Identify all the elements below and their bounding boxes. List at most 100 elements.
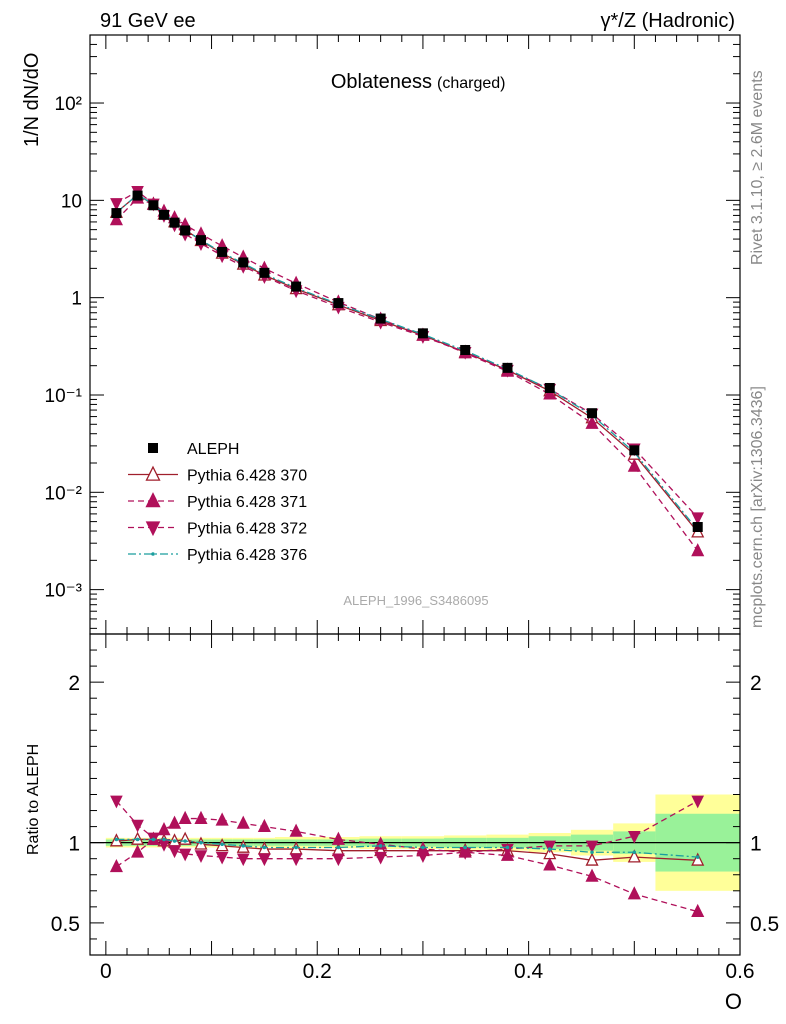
ratio-series-2-point: [178, 848, 192, 862]
main-series-0-point: [111, 208, 122, 219]
main-subtitle: (charged): [437, 75, 505, 92]
ratio-series-3-point: [172, 839, 177, 843]
ratio-plot-panel: 0.5 0.5 1 1 2 2 0 0.2 0.4 0.6 Ratio to ALEPH O: [25, 633, 779, 1014]
ratio-series-3-point: [632, 850, 637, 855]
legend-label: Pythia 6.428 376: [187, 547, 307, 564]
main-series-4-line: [116, 194, 699, 531]
ratio-series-3-point: [421, 845, 425, 850]
ratio-series-3-point: [547, 847, 552, 851]
ratio-series-1-point: [691, 903, 705, 918]
ratio-series-1-point: [131, 844, 145, 858]
ratio-series-2-point: [289, 853, 303, 867]
main-series-0-point: [158, 209, 169, 220]
main-series-0-point: [148, 200, 159, 211]
main-series-3-point: [691, 512, 705, 526]
ratio-series-2-point: [628, 830, 641, 844]
legend: ALEPH Pythia 6.428 370 Pythia 6.428 371 Pyt…: [128, 441, 307, 564]
main-series-0-point: [460, 344, 471, 355]
ratio-series-2-point: [236, 853, 250, 867]
main-series-0-point: [238, 257, 249, 268]
main-y-tick-label: 10: [61, 191, 82, 212]
ratio-series-3-point: [505, 845, 510, 850]
legend-marker: [145, 465, 161, 481]
ratio-series-2-point: [131, 819, 144, 833]
main-series-0-point: [180, 225, 191, 236]
main-plot-panel: Oblateness (charged) 1/N dN/dO ALEPH_199…: [21, 34, 741, 635]
ratio-series-1-point: [627, 886, 641, 900]
main-y-tick-label: 10⁻³: [45, 581, 83, 602]
ratio-series-3-point: [135, 837, 140, 842]
rivet-version-label: Rivet 3.1.10, ≥ 2.6M events: [749, 70, 766, 265]
x-tick-label: 0.4: [514, 960, 544, 983]
main-series-0-point: [587, 408, 598, 419]
ratio-series-3-point: [294, 845, 298, 850]
ratio-series-1-point: [257, 818, 271, 832]
ratio-series-3-point: [590, 850, 594, 855]
main-y-tick-label: 10⁻¹: [45, 386, 83, 407]
watermark-label: ALEPH_1996_S3486095: [343, 593, 488, 608]
ratio-series-3-point: [162, 837, 166, 842]
ratio-series-1-point: [194, 810, 208, 824]
ratio-series-2-point: [416, 850, 430, 863]
main-y-tick-label: 10²: [55, 94, 82, 115]
ratio-series-2-point: [691, 795, 705, 809]
ratio-y-tick-label-right: 0.5: [750, 913, 779, 936]
ratio-series-2-point: [374, 851, 387, 865]
ratio-series-1-point: [168, 815, 182, 829]
main-frame: [89, 34, 741, 635]
header-left-label: 91 GeV ee: [100, 10, 196, 32]
main-ylabel: 1/N dN/dO: [21, 53, 43, 147]
main-series-0-point: [333, 298, 344, 309]
ratio-y-tick-label-right: 2: [750, 672, 762, 695]
ratio-series-2-point: [543, 840, 557, 854]
main-series-0-point: [132, 190, 143, 201]
legend-marker: [145, 521, 161, 537]
ratio-series-0-point: [585, 852, 599, 866]
ratio-series-2-point: [168, 845, 181, 859]
main-series-2-point: [691, 543, 705, 557]
main-series-0-point: [291, 281, 302, 292]
ratio-series-1-point: [109, 858, 123, 873]
main-series-0-point: [375, 313, 386, 324]
ratio-series-1-point: [543, 857, 557, 871]
ratio-y-tick-label: 1: [68, 833, 80, 856]
legend-marker: [145, 492, 161, 508]
ratio-series-2-point: [194, 850, 208, 863]
ratio-series-1-point: [215, 812, 229, 826]
ratio-ylabel: Ratio to ALEPH: [25, 744, 42, 855]
legend-marker: [151, 552, 155, 556]
ratio-series-0-point: [627, 849, 641, 863]
x-axis-label: O: [725, 989, 742, 1014]
ratio-series-1-point: [157, 822, 171, 836]
ratio-series-3-point: [241, 844, 246, 848]
ratio-series-0-point: [691, 852, 705, 866]
main-series-0-point: [544, 382, 555, 393]
x-tick-label: 0.2: [303, 960, 332, 983]
ratio-series-2-point: [332, 853, 345, 867]
legend-marker: [148, 443, 158, 453]
main-series-0-point: [417, 328, 428, 339]
main-y-tick-label: 1: [71, 289, 82, 310]
ratio-series-1-point: [331, 831, 345, 845]
ratio-frame: [89, 633, 741, 956]
ratio-series-3-point: [220, 842, 224, 847]
legend-label: Pythia 6.428 370: [187, 468, 307, 485]
main-series-0-point: [502, 362, 513, 373]
main-series-3-point: [110, 198, 123, 211]
main-series-0-point: [692, 522, 703, 533]
x-tick-label: 0.6: [725, 960, 754, 983]
main-y-tick-label: 10⁻²: [45, 483, 83, 504]
legend-label: Pythia 6.428 371: [187, 494, 307, 511]
ratio-series-2-line: [115, 800, 699, 860]
main-series-0-point: [629, 445, 640, 456]
ratio-series-3-point: [183, 839, 187, 843]
ratio-series-3-point: [336, 845, 341, 850]
ratio-series-3-point: [262, 845, 267, 850]
ratio-series-2-point: [215, 851, 229, 865]
main-series-0-point: [217, 246, 228, 257]
ratio-series-3: [114, 837, 700, 859]
ratio-series-1-point: [289, 823, 303, 837]
x-tick-label: 0: [100, 960, 112, 983]
ratio-series-3-point: [463, 845, 468, 850]
